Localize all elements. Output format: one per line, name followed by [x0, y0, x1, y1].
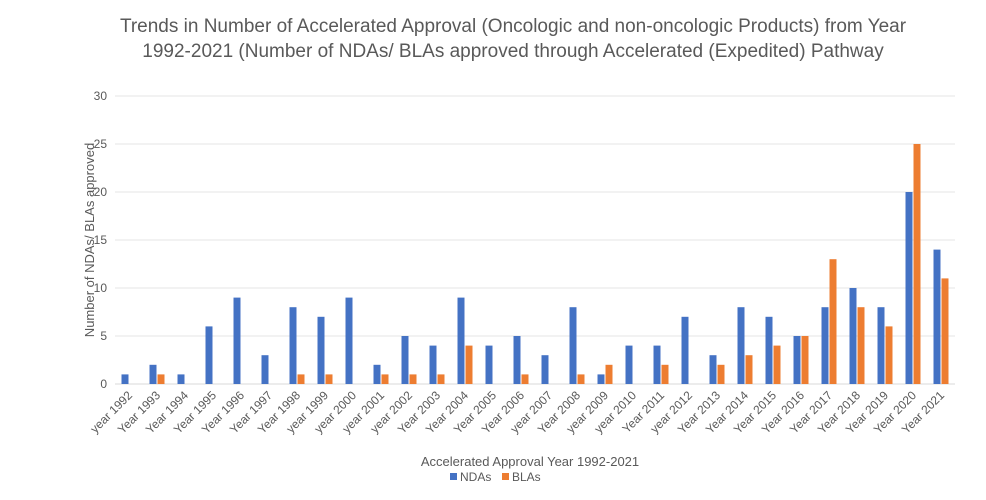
bar-ndas — [457, 297, 465, 384]
bar-ndas — [205, 326, 213, 384]
bar-ndas — [121, 374, 129, 384]
bar-ndas — [513, 336, 521, 384]
y-tick-label: 0 — [100, 377, 107, 391]
bar-ndas — [177, 374, 185, 384]
bar-ndas — [317, 316, 325, 384]
bar-ndas — [933, 249, 941, 384]
bar-blas — [157, 374, 165, 384]
legend-label-ndas: NDAs — [460, 470, 491, 484]
y-tick-label: 25 — [94, 137, 108, 151]
bar-blas — [325, 374, 333, 384]
bar-ndas — [289, 307, 297, 384]
y-tick-label: 5 — [100, 329, 107, 343]
bar-ndas — [709, 355, 717, 384]
bar-ndas — [569, 307, 577, 384]
y-axis-title: Number of NDAs/ BLAs approved — [82, 143, 97, 337]
bar-ndas — [401, 336, 409, 384]
bar-ndas — [485, 345, 493, 384]
bar-blas — [577, 374, 585, 384]
y-tick-label: 10 — [94, 281, 108, 295]
bar-ndas — [429, 345, 437, 384]
bar-ndas — [849, 288, 857, 384]
bar-blas — [829, 259, 837, 384]
bar-ndas — [597, 374, 605, 384]
bar-blas — [521, 374, 529, 384]
bar-blas — [941, 278, 949, 384]
y-tick-label: 20 — [94, 185, 108, 199]
bar-blas — [605, 364, 613, 384]
bar-blas — [913, 144, 921, 384]
y-tick-label: 30 — [94, 89, 108, 103]
bar-ndas — [681, 316, 689, 384]
bar-blas — [661, 364, 669, 384]
legend-swatch-blas — [502, 473, 509, 480]
bar-ndas — [793, 336, 801, 384]
bar-ndas — [905, 192, 913, 384]
bar-blas — [885, 326, 893, 384]
bar-ndas — [625, 345, 633, 384]
bar-blas — [465, 345, 473, 384]
bar-blas — [381, 374, 389, 384]
bar-blas — [857, 307, 865, 384]
bar-ndas — [877, 307, 885, 384]
bar-ndas — [737, 307, 745, 384]
bar-blas — [437, 374, 445, 384]
bar-blas — [745, 355, 753, 384]
bar-ndas — [233, 297, 241, 384]
chart-title: Trends in Number of Accelerated Approval… — [119, 16, 907, 62]
bar-ndas — [261, 355, 269, 384]
bar-blas — [773, 345, 781, 384]
bar-ndas — [653, 345, 661, 384]
bar-ndas — [149, 364, 157, 384]
bar-blas — [409, 374, 417, 384]
x-axis-title: Accelerated Approval Year 1992-2021 — [421, 454, 639, 469]
bar-ndas — [373, 364, 381, 384]
bar-ndas — [765, 316, 773, 384]
y-tick-label: 15 — [94, 233, 108, 247]
bar-blas — [801, 336, 809, 384]
bar-blas — [297, 374, 305, 384]
legend-swatch-ndas — [450, 473, 457, 480]
bar-ndas — [821, 307, 829, 384]
bar-blas — [717, 364, 725, 384]
legend-label-blas: BLAs — [512, 470, 541, 484]
bar-ndas — [541, 355, 549, 384]
bar-ndas — [345, 297, 353, 384]
